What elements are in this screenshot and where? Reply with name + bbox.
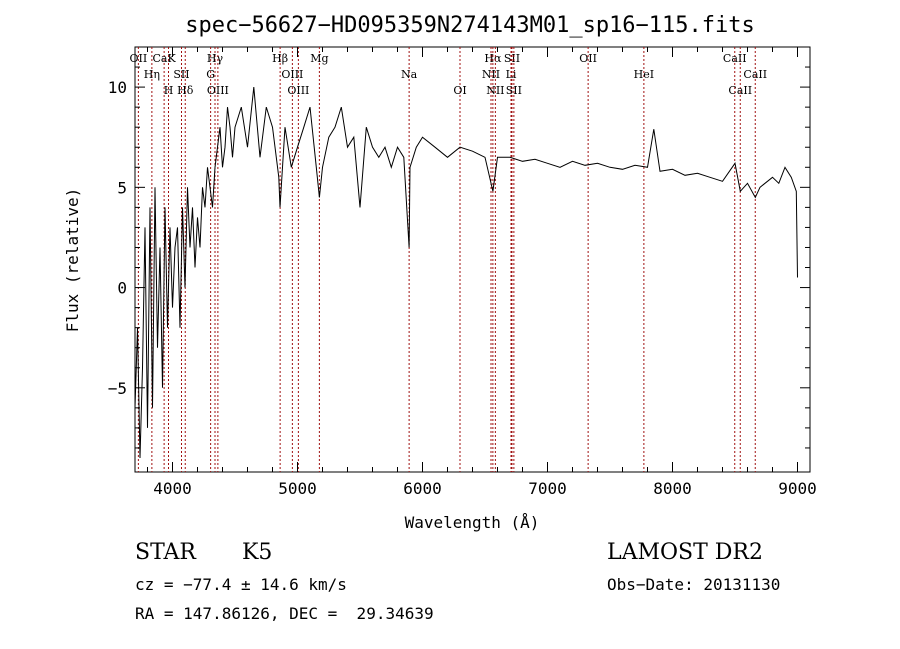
line-markers: OII Hη H CaK SII Hδ Hγ G OIII Hβ OIII OIII Mg Na OI Hα N… [130,47,767,472]
line-marker-label: G [206,68,215,81]
y-tick-label: 0 [117,279,127,298]
y-tick-label: −5 [108,379,127,398]
line-marker-label: OIII [207,84,229,97]
x-tick-label: 9000 [778,479,817,498]
line-marker-label: Hδ [177,84,194,97]
line-marker-label: OIII [281,68,303,81]
chart-title: spec−56627−HD095359N274143M01_sp16−115.f… [185,13,755,38]
x-tick-label: 8000 [653,479,692,498]
spectrum-line [134,87,798,459]
axis-ticks: 4000 5000 6000 7000 8000 9000 −5 0 5 10 [108,47,817,498]
line-marker-label: H [164,84,174,97]
line-marker-label: OIII [287,84,309,97]
y-axis-label: Flux (relative) [63,188,82,333]
spectrum-series [134,87,798,459]
y-tick-label: 10 [108,78,127,97]
line-marker-label: Hβ [272,52,288,65]
x-tick-label: 5000 [278,479,317,498]
line-marker-label: CaII [728,84,752,97]
line-marker-label: HeI [634,68,654,81]
line-marker-label: NII [482,68,500,81]
line-marker-label: SII [506,84,522,97]
survey-name: LAMOST DR2 [607,540,763,565]
x-tick-label: 7000 [528,479,567,498]
object-class: STAR [135,540,196,565]
plot-frame [134,46,811,473]
line-marker-label: CaII [743,68,767,81]
line-marker-label: OII [130,52,148,65]
line-marker-label: Hη [144,68,160,81]
x-tick-label: 4000 [153,479,192,498]
line-marker-label: OI [453,84,466,97]
line-marker-label: CaK [153,52,177,65]
redshift-cz: cz = −77.4 ± 14.6 km/s [135,575,347,594]
line-marker-label: Li [506,68,517,81]
line-marker-label: Mg [310,52,328,65]
x-tick-label: 6000 [403,479,442,498]
x-axis-label: Wavelength (Å) [405,513,540,532]
line-marker-label: OII [579,52,597,65]
obs-date: Obs−Date: 20131130 [607,575,781,594]
line-marker-label: Hα [484,52,502,65]
line-marker-label: Na [401,68,418,81]
line-marker-label: Hγ [207,52,224,65]
line-marker-label: SII [173,68,189,81]
object-subclass: K5 [242,540,273,565]
line-marker-label: SII [504,52,520,65]
line-marker-label: NII [486,84,504,97]
line-marker-label: CaII [723,52,747,65]
ra-dec: RA = 147.86126, DEC = 29.34639 [135,604,434,623]
y-tick-label: 5 [117,178,127,197]
